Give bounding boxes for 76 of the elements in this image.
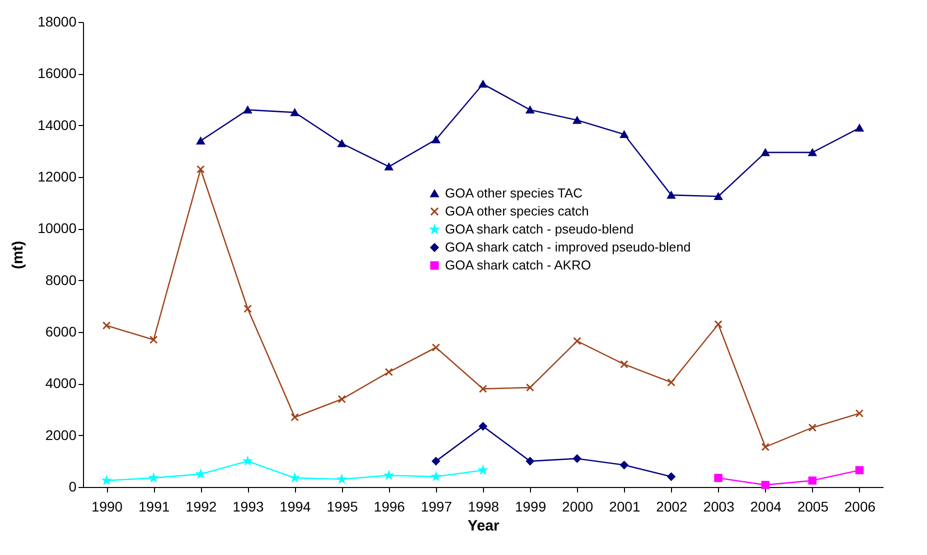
x-tick-label: 1998 <box>468 498 500 514</box>
y-axis-title: (mt) <box>10 240 27 270</box>
point <box>620 460 628 470</box>
x-tick-label: 2000 <box>562 498 594 514</box>
point <box>573 454 582 463</box>
x-tick-label: 1995 <box>326 498 358 514</box>
point <box>714 474 722 482</box>
legend-label: GOA shark catch - AKRO <box>445 258 591 272</box>
y-tick-label: 10000 <box>38 220 77 236</box>
x-tick-label: 2002 <box>656 498 688 514</box>
point <box>808 476 817 485</box>
point <box>102 321 111 330</box>
point <box>478 80 488 88</box>
point <box>196 137 205 144</box>
point <box>667 472 676 481</box>
point <box>526 457 534 466</box>
x-tick-label: 1993 <box>232 498 264 514</box>
point <box>478 384 488 393</box>
y-tick-label: 12000 <box>38 168 77 184</box>
point <box>620 360 628 368</box>
y-tick-label: 2000 <box>45 426 77 443</box>
point <box>432 457 440 466</box>
point <box>667 378 676 386</box>
legend-label: GOA shark catch - improved pseudo-blend <box>445 240 691 254</box>
point <box>855 124 864 132</box>
point <box>478 422 488 430</box>
y-tick-label: 18000 <box>38 14 77 30</box>
point <box>244 106 252 114</box>
x-tick-label: 2004 <box>750 498 782 514</box>
point <box>855 466 864 474</box>
point <box>338 395 346 404</box>
y-tick-label: 4000 <box>45 375 77 392</box>
point <box>714 320 722 328</box>
point <box>761 480 770 490</box>
legend-label: GOA other species catch <box>445 204 589 218</box>
point <box>244 304 252 313</box>
x-tick-label: 1992 <box>186 498 217 514</box>
point <box>620 130 628 138</box>
point <box>432 136 440 144</box>
point <box>714 192 722 200</box>
point <box>808 423 817 432</box>
x-tick-label: 2001 <box>609 498 640 514</box>
point <box>384 163 393 170</box>
y-tick-label: 16000 <box>38 65 77 82</box>
point <box>526 383 534 392</box>
point <box>290 413 299 422</box>
y-tick-label: 8000 <box>45 272 77 288</box>
point <box>290 108 299 116</box>
point <box>667 191 676 199</box>
x-tick-label: 1999 <box>514 498 546 514</box>
x-tick-label: 2006 <box>844 498 876 514</box>
point <box>149 336 158 344</box>
x-axis-title: Year <box>468 518 500 534</box>
point <box>761 148 770 156</box>
point <box>808 148 817 156</box>
point <box>432 343 440 352</box>
legend-label: GOA other species TAC <box>445 186 583 200</box>
x-tick-label: 1990 <box>91 498 123 514</box>
point <box>338 140 346 148</box>
point <box>384 368 393 376</box>
point <box>761 442 770 452</box>
point <box>855 409 864 418</box>
point <box>526 106 534 114</box>
point <box>573 116 582 124</box>
x-tick-label: 1994 <box>280 498 312 514</box>
point <box>573 336 582 346</box>
x-tick-label: 2003 <box>703 498 735 514</box>
legend-label: GOA shark catch - pseudo-blend <box>445 222 634 236</box>
point <box>196 165 205 174</box>
x-tick-label: 1996 <box>374 498 406 514</box>
x-tick-label: 2005 <box>797 498 829 514</box>
x-tick-label: 1991 <box>138 498 170 514</box>
y-tick-label: 0 <box>68 478 77 494</box>
x-tick-label: 1997 <box>420 498 452 514</box>
y-tick-label: 14000 <box>38 116 77 133</box>
y-tick-label: 6000 <box>45 324 77 340</box>
